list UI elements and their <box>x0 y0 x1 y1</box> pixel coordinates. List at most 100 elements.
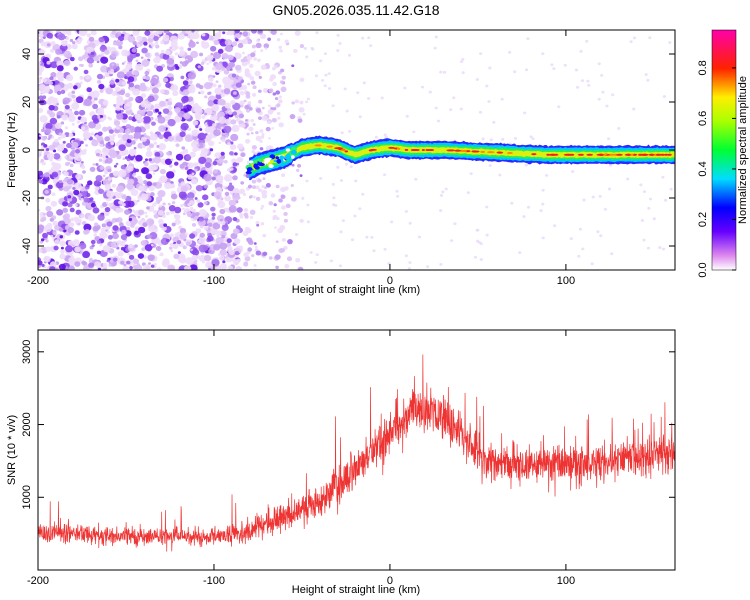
spectrogram-noise-cell <box>203 201 208 205</box>
spectrogram-tone-peak <box>340 149 347 152</box>
spectrogram-noise-cell <box>208 35 214 41</box>
spectrogram-noise-cell <box>168 205 176 212</box>
spectrogram-noise-cell <box>485 84 489 88</box>
spectrogram-noise-cell <box>113 103 117 107</box>
spectrogram-noise-cell <box>136 263 141 267</box>
spectrogram-noise-cell <box>167 264 176 270</box>
spectrogram-noise-cell <box>38 170 43 176</box>
spectrogram-noise-cell <box>135 59 139 63</box>
spectrogram-noise-cell <box>281 173 286 178</box>
spectrogram-noise-cell <box>56 90 62 95</box>
spectrogram-noise-cell <box>66 74 74 82</box>
spectrogram-noise-cell <box>296 168 300 172</box>
spectrogram-noise-cell <box>306 220 310 224</box>
spectrogram-noise-cell <box>132 172 137 176</box>
spectrogram-noise-cell <box>587 83 591 87</box>
spectrogram-noise-cell <box>99 89 104 93</box>
spectrogram-noise-cell <box>231 158 237 164</box>
spectrogram-noise-cell <box>126 138 132 144</box>
spectrogram-noise-cell <box>145 173 153 180</box>
spectrogram-noise-cell <box>219 249 227 256</box>
spectrogram-noise-cell <box>38 48 46 56</box>
spectrogram-noise-cell <box>144 52 151 58</box>
spectrogram-noise-cell <box>213 39 220 46</box>
spectrogram-noise-cell <box>258 99 263 104</box>
spectrogram-noise-cell <box>217 48 224 54</box>
spectrogram-noise-cell <box>271 127 274 130</box>
spectrogram-noise-cell <box>187 192 195 200</box>
spectrogram-noise-cell <box>212 123 217 127</box>
spectrogram-noise-cell <box>158 204 162 208</box>
spectrogram-noise-cell <box>225 134 229 138</box>
spectrogram-noise-cell <box>140 240 147 246</box>
spectrogram-noise-cell <box>111 30 117 35</box>
snr-x-tick-label: -200 <box>27 575 49 587</box>
spectrogram-noise-cell <box>91 90 100 98</box>
spectrogram-noise-cell <box>182 80 189 86</box>
spectrogram-noise-cell <box>117 39 121 43</box>
spectrogram-noise-cell <box>73 189 80 196</box>
spectrogram-noise-cell <box>291 163 295 167</box>
spectrogram-noise-cell <box>270 107 274 111</box>
spectrogram-noise-cell <box>605 104 609 108</box>
spectrogram-noise-cell <box>372 249 376 253</box>
spectrogram-noise-cell <box>629 40 633 44</box>
spectrogram-tone-peak <box>626 153 632 156</box>
spectrogram-noise-cell <box>52 231 57 235</box>
spectrogram-noise-cell <box>139 84 147 92</box>
spectrogram-noise-cell <box>243 252 249 258</box>
spectrogram-noise-cell <box>526 205 531 209</box>
spectrogram-noise-cell <box>55 48 63 55</box>
spectrogram-noise-cell <box>224 102 232 109</box>
spectrogram-noise-cell <box>168 164 173 168</box>
spectrogram-noise-cell <box>227 265 234 270</box>
spectrogram-noise-cell <box>185 241 191 247</box>
spectrogram-noise-cell <box>174 52 179 56</box>
spectrogram-noise-cell <box>242 192 247 197</box>
spectrogram-noise-cell <box>59 240 66 247</box>
spectrogram-noise-cell <box>191 222 197 227</box>
spectrogram-noise-cell <box>241 61 248 67</box>
spectrogram-noise-cell <box>165 98 169 102</box>
spectrogram-noise-cell <box>173 206 182 214</box>
spectrogram-tone-peak <box>577 153 585 156</box>
spectrogram-tone-peak <box>664 153 668 156</box>
spectrogram-noise-cell <box>143 41 148 46</box>
spectrogram-noise-cell <box>201 40 205 45</box>
spectrogram-noise-cell <box>185 155 192 161</box>
spectrogram-noise-cell <box>270 30 277 35</box>
spectrogram-noise-cell <box>557 105 561 109</box>
spectrogram-noise-cell <box>563 63 567 67</box>
spectrogram-noise-cell <box>120 234 128 241</box>
spectrogram-noise-cell <box>94 261 101 267</box>
spectrogram-noise-cell <box>314 261 318 264</box>
spectrogram-noise-cell <box>165 211 170 216</box>
spectrogram-noise-cell <box>187 202 191 207</box>
spectrogram-noise-cell <box>574 68 579 72</box>
spectrogram-noise-cell <box>215 265 222 270</box>
spectrogram-noise-cell <box>74 203 78 207</box>
spectrogram-noise-cell <box>195 212 200 217</box>
spectrogram-noise-cell <box>152 172 156 175</box>
spectrogram-noise-cell <box>262 177 266 181</box>
spectrogram-noise-cell <box>284 39 289 44</box>
spectrogram-noise-cell <box>250 52 256 58</box>
spectrogram-noise-cell <box>264 186 268 190</box>
snr-x-tick-label: 100 <box>557 575 575 587</box>
spectrogram-noise-cell <box>53 162 62 171</box>
colorbar-tick-label: 0.8 <box>697 60 709 75</box>
spectrogram-noise-cell <box>237 143 244 150</box>
spectrogram-noise-cell <box>106 230 110 234</box>
spectrogram-noise-cell <box>153 262 157 266</box>
spectrogram-noise-cell <box>52 220 58 226</box>
spectrogram-noise-cell <box>261 106 265 110</box>
spectrogram-noise-cell <box>79 186 83 190</box>
spectrogram-noise-cell <box>289 113 296 120</box>
spectrogram-noise-cell <box>240 152 246 158</box>
spectrogram-noise-cell <box>56 115 61 119</box>
snr-y-axis-label: SNR (10 * v/v) <box>6 415 18 485</box>
spectrogram-noise-cell <box>211 259 220 267</box>
spectrogram-noise-cell <box>246 55 253 61</box>
spectrogram-noise-cell <box>229 167 234 171</box>
spectrogram-tone-blob <box>286 153 290 157</box>
